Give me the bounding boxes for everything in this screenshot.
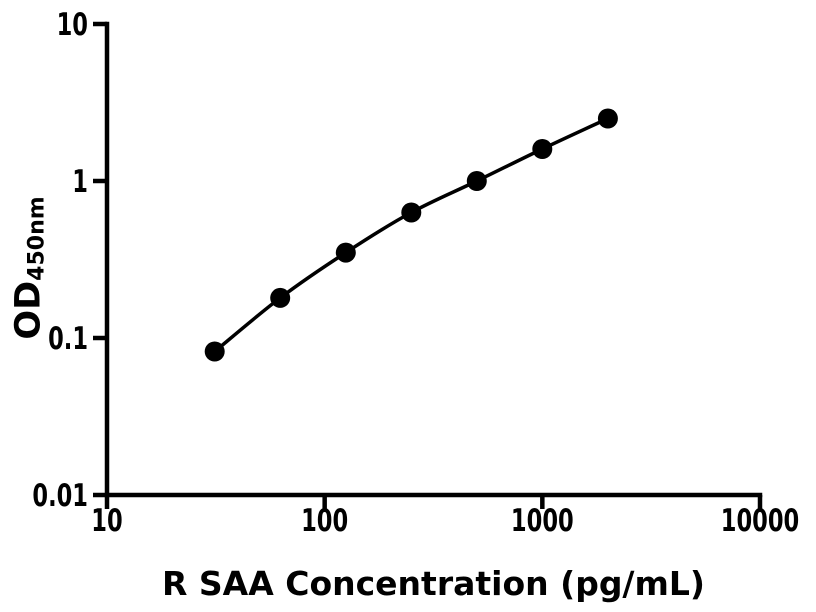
y-tick-label: 1	[72, 164, 88, 200]
data-point-marker	[401, 202, 422, 223]
data-point-marker	[597, 108, 618, 129]
x-tick-label: 10	[91, 503, 122, 539]
data-point-marker	[270, 287, 291, 308]
x-tick-label: 100	[301, 503, 348, 539]
y-axis-title: OD450nm	[9, 196, 50, 339]
x-tick-label: 1000	[511, 503, 574, 539]
x-axis-title: R SAA Concentration (pg/mL)	[162, 564, 705, 603]
axis-spine	[104, 21, 763, 498]
y-axis-title-main: OD	[8, 280, 49, 340]
y-tick-label: 0.1	[48, 321, 88, 357]
data-point-marker	[466, 171, 487, 191]
x-tick-label: 10000	[721, 503, 800, 539]
y-axis-title-subscript: 450nm	[24, 196, 50, 281]
data-point-marker	[204, 341, 225, 362]
y-tick-label: 10	[57, 7, 88, 43]
data-point-marker	[335, 242, 356, 263]
data-point-marker	[532, 139, 553, 159]
y-tick-label: 0.01	[32, 478, 88, 514]
